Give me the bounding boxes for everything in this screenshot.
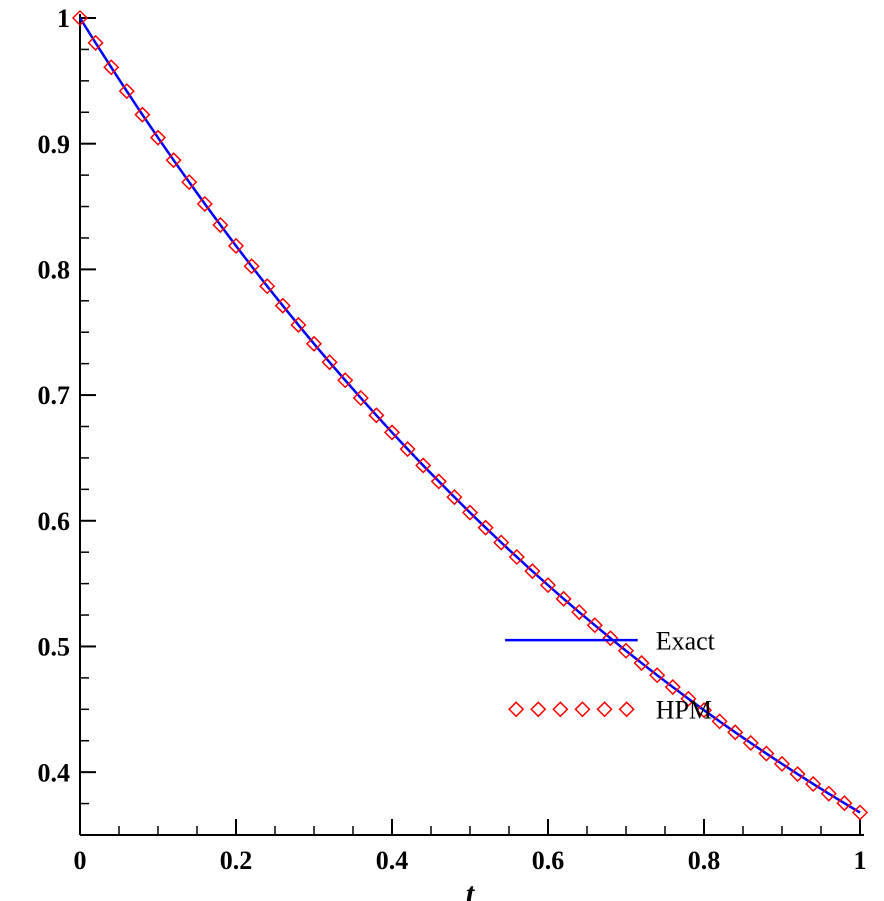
x-tick-label: 0	[74, 846, 87, 875]
y-tick-label: 1	[57, 4, 70, 33]
y-tick-label: 0.8	[38, 255, 71, 284]
y-tick-label: 0.6	[38, 507, 71, 536]
chart-background	[0, 0, 884, 901]
legend-label: Exact	[656, 626, 716, 655]
chart-container: 00.20.40.60.81t0.40.50.60.70.80.91ExactH…	[0, 0, 884, 901]
x-tick-label: 0.6	[532, 846, 565, 875]
x-tick-label: 0.4	[376, 846, 409, 875]
y-tick-label: 0.7	[38, 381, 71, 410]
x-tick-label: 0.2	[220, 846, 253, 875]
chart-svg: 00.20.40.60.81t0.40.50.60.70.80.91ExactH…	[0, 0, 884, 901]
y-tick-label: 0.4	[38, 758, 71, 787]
y-tick-label: 0.9	[38, 130, 71, 159]
y-tick-label: 0.5	[38, 633, 71, 662]
x-tick-label: 1	[854, 846, 867, 875]
x-tick-label: 0.8	[688, 846, 721, 875]
legend-label: HPM	[656, 695, 712, 724]
